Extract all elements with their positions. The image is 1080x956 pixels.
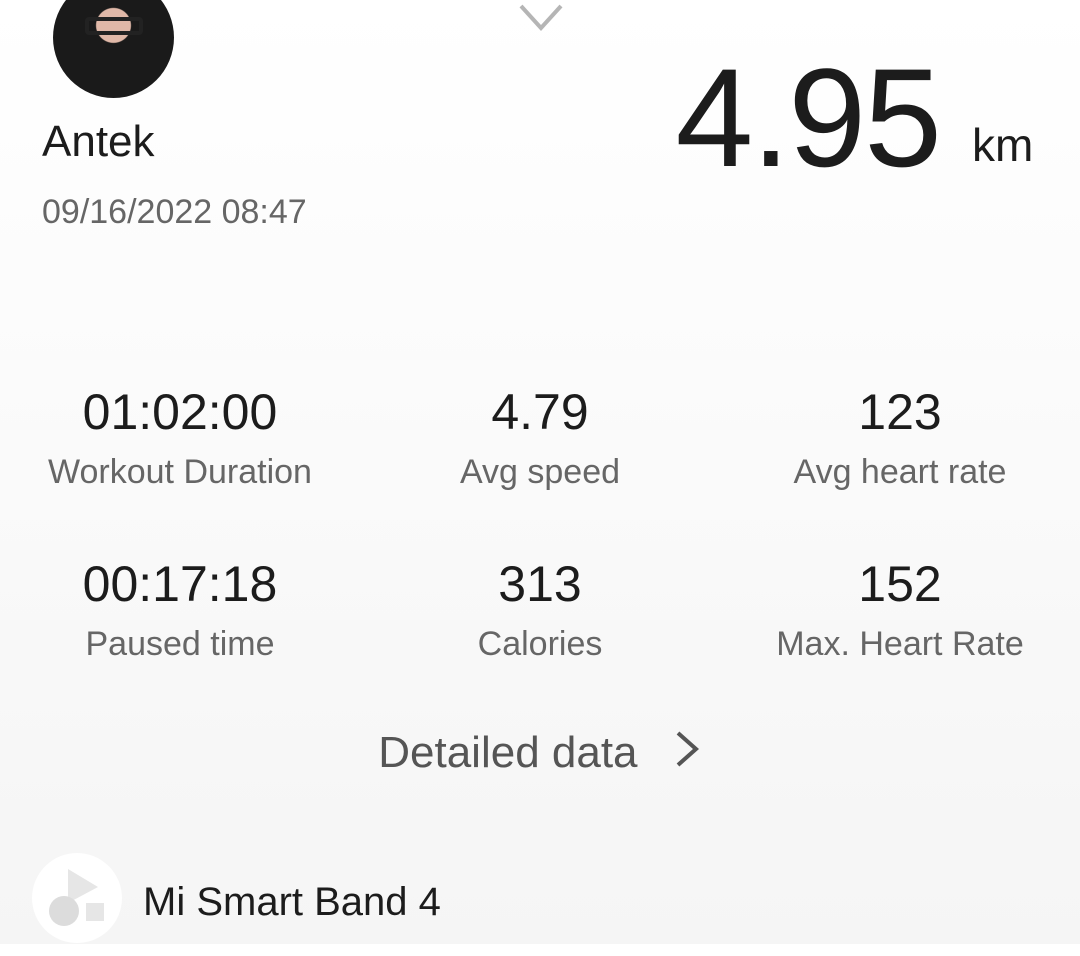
stat-calories: 313 Calories <box>360 555 720 664</box>
stat-label: Avg speed <box>459 453 621 491</box>
stat-value: 00:17:18 <box>82 556 278 612</box>
device-icon <box>32 853 122 943</box>
stat-label: Max. Heart Rate <box>776 625 1024 663</box>
user-name: Antek <box>42 117 155 166</box>
avatar-glasses <box>85 17 143 35</box>
chevron-right-icon <box>676 731 699 767</box>
stat-label: Calories <box>477 625 603 663</box>
stat-max-heart-rate: 152 Max. Heart Rate <box>720 555 1080 664</box>
stat-value: 313 <box>498 556 582 612</box>
distance-unit: km <box>972 119 1034 171</box>
chevron-down-icon[interactable] <box>518 2 564 34</box>
stat-value: 123 <box>858 384 942 440</box>
stat-paused-time: 00:17:18 Paused time <box>0 555 360 664</box>
stat-avg-heart-rate: 123 Avg heart rate <box>720 383 1080 492</box>
detailed-data-link[interactable]: Detailed data <box>0 728 1080 778</box>
stat-value: 01:02:00 <box>82 384 278 440</box>
stat-label: Workout Duration <box>48 453 312 491</box>
device-shapes-icon <box>49 869 104 926</box>
device-name: Mi Smart Band 4 <box>143 880 441 924</box>
workout-datetime: 09/16/2022 08:47 <box>42 193 307 231</box>
stat-workout-duration: 01:02:00 Workout Duration <box>0 383 360 492</box>
avatar[interactable] <box>53 0 174 98</box>
stat-avg-speed: 4.79 Avg speed <box>360 383 720 492</box>
stat-label: Avg heart rate <box>793 453 1007 491</box>
stat-value: 152 <box>858 556 942 612</box>
stat-label: Paused time <box>85 625 275 663</box>
distance-value: 4.95 <box>675 39 942 196</box>
stat-value: 4.79 <box>491 384 589 440</box>
detailed-data-label: Detailed data <box>378 728 638 777</box>
